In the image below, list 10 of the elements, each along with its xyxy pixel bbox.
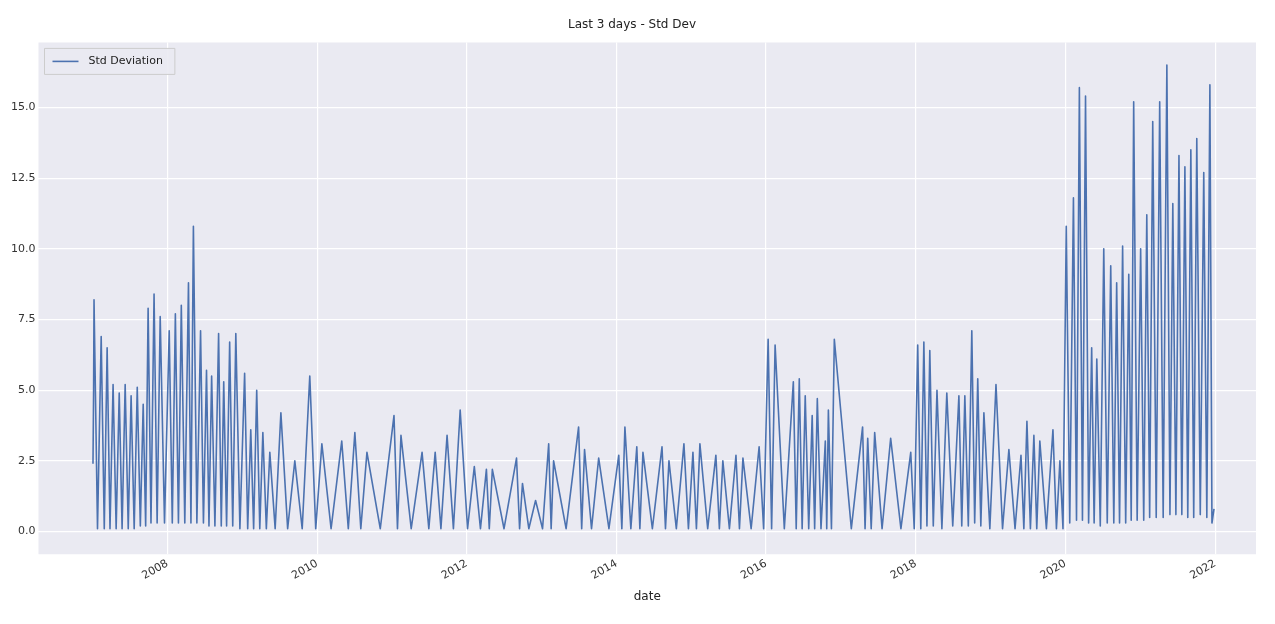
y-tick-label: 7.5: [17, 312, 36, 326]
y-tick-label: 10.0: [10, 241, 36, 255]
y-tick-label: 12.5: [10, 170, 36, 184]
y-tick-label: 5.0: [17, 383, 36, 397]
y-tick-label: 2.5: [17, 453, 36, 467]
legend-label: Std Deviation: [88, 54, 163, 68]
x-axis-title: date: [633, 588, 661, 603]
chart-title: Last 3 days - Std Dev: [567, 17, 697, 32]
y-tick-label: 0.0: [17, 524, 36, 538]
y-tick-label: 15.0: [10, 100, 36, 114]
